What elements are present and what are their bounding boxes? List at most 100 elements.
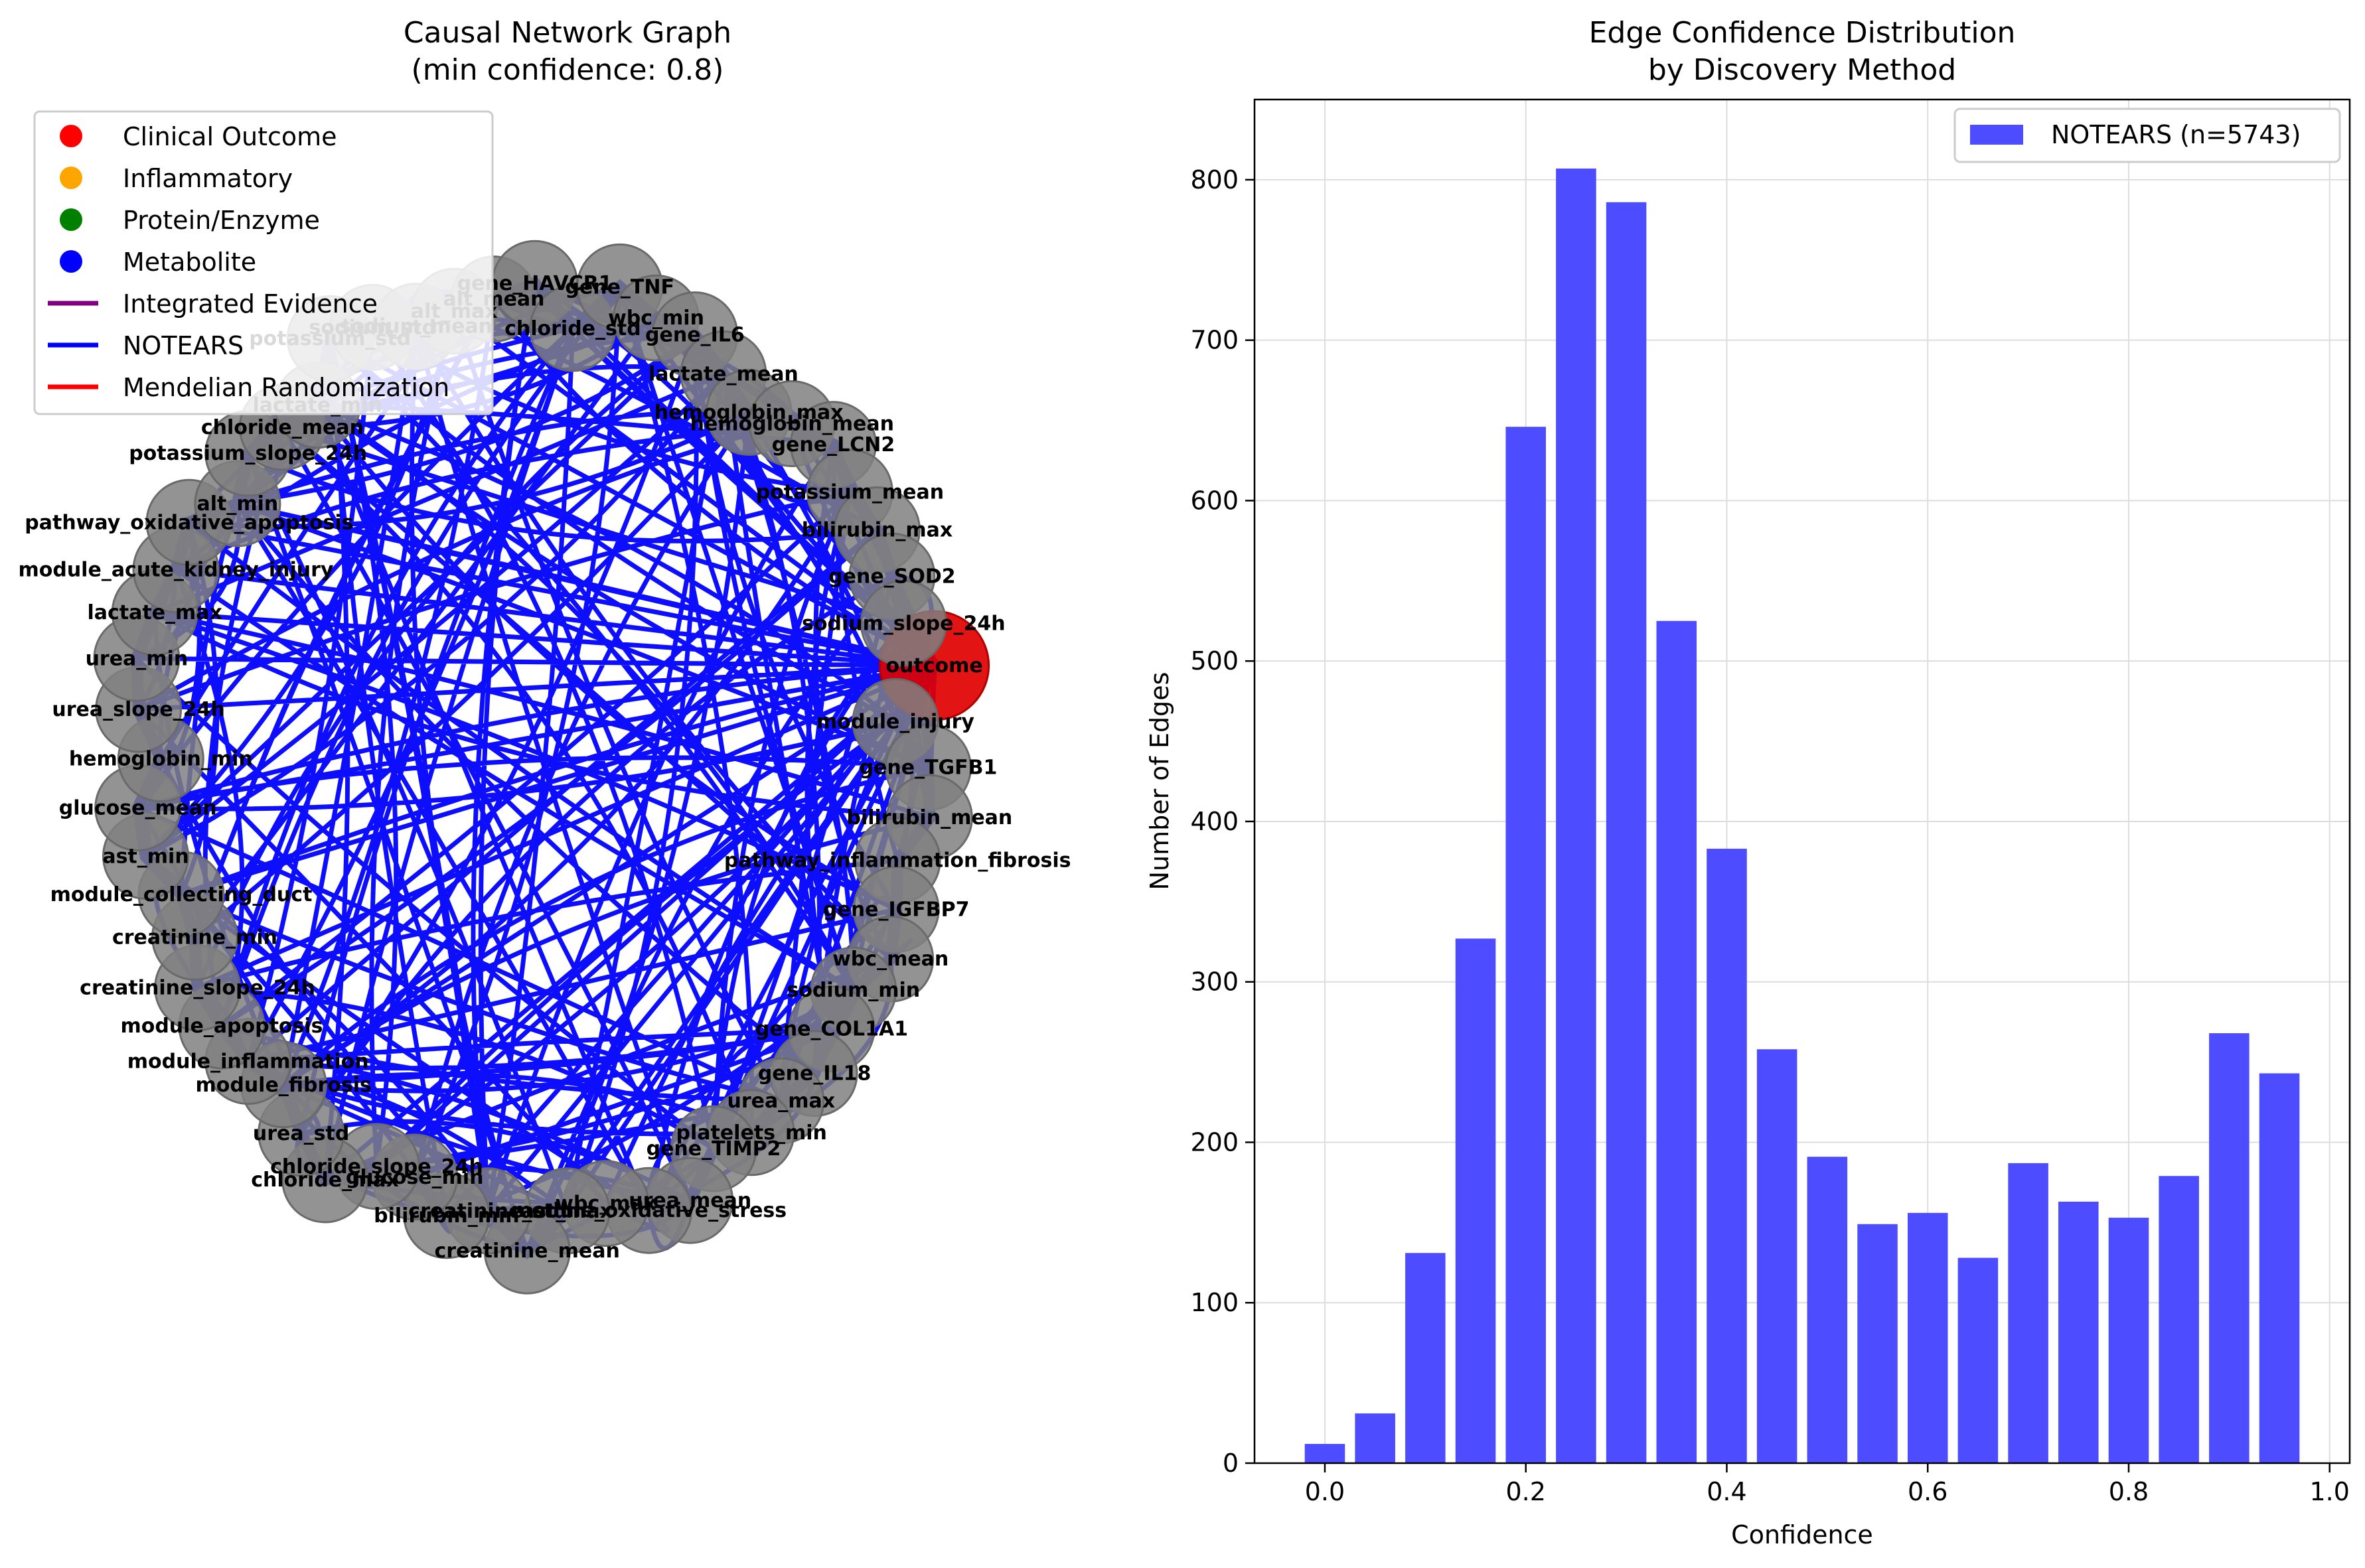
node-label: hemoglobin_min	[69, 748, 253, 771]
chart-legend-box	[1953, 107, 2341, 163]
node-label: chloride_slope_24h	[270, 1155, 483, 1178]
bar-12	[1907, 1212, 1948, 1463]
bar-3	[1455, 938, 1496, 1463]
y-tick-label: 0	[1223, 1449, 1239, 1478]
legend-label-1: Inflammatory	[123, 164, 293, 193]
network-panel: Causal Network Graph (min confidence: 0.…	[18, 16, 1071, 1295]
node-label: hemoglobin_mean	[690, 413, 894, 436]
chart-axes-frame	[1253, 98, 2351, 1464]
node-label: wbc_min	[608, 307, 704, 330]
node-label: bilirubin_mean	[846, 806, 1012, 829]
node-label: potassium_slope_24h	[129, 442, 367, 465]
node-sodium-slope-24h	[860, 579, 947, 667]
legend-marker-0	[60, 125, 82, 147]
x-tick-label: 0.0	[1305, 1477, 1345, 1506]
node-label: module_acute_kidney_injury	[18, 559, 333, 582]
node-label: lactate_mean	[648, 363, 799, 386]
chart-bars	[1304, 168, 2300, 1464]
node-label: bilirubin_min	[374, 1204, 520, 1228]
y-tick-label: 400	[1190, 807, 1239, 836]
node-label: wbc_mean	[832, 948, 949, 971]
x-tick-label: 0.8	[2109, 1477, 2149, 1506]
node-label: urea_std	[253, 1122, 349, 1145]
node-label: creatinine_std	[408, 1200, 568, 1223]
node-label: outcome	[885, 654, 982, 677]
bar-5	[1556, 168, 1596, 1463]
node-label: gene_SOD2	[828, 565, 955, 588]
node-label: alt_min	[197, 492, 279, 516]
node-label: module_inflammation	[127, 1050, 369, 1074]
bar-1	[1355, 1413, 1395, 1463]
chart-title-line2: by Discovery Method	[1648, 53, 1956, 87]
bar-18	[2209, 1033, 2250, 1463]
bar-0	[1304, 1443, 1345, 1463]
bar-17	[2159, 1176, 2199, 1463]
legend-label-0: Clinical Outcome	[123, 122, 337, 151]
node-label: glucose_mean	[59, 797, 217, 820]
chart-legend-swatch	[1970, 125, 2023, 145]
node-label: module_fibrosis	[195, 1074, 371, 1097]
node-label: gene_LCN2	[772, 433, 895, 457]
legend-label-4: Integrated Evidence	[123, 289, 378, 319]
x-tick-label: 0.4	[1707, 1477, 1746, 1506]
bar-19	[2259, 1073, 2300, 1463]
legend-label-3: Metabolite	[123, 248, 256, 277]
node-label: bilirubin_max	[802, 519, 953, 542]
node-label: urea_slope_24h	[52, 698, 224, 721]
y-tick-label: 300	[1190, 967, 1239, 997]
node-label: urea_max	[727, 1090, 835, 1113]
network-title-line1: Causal Network Graph	[404, 16, 731, 50]
chart-legend: NOTEARS (n=5743)	[1953, 107, 2341, 163]
node-label: platelets_min	[676, 1121, 826, 1145]
node-label: creatinine_mean	[435, 1240, 620, 1263]
network-legend: Clinical Outcome Inflammatory Protein/Enzy…	[33, 110, 494, 415]
node-label: module_collecting_duct	[50, 883, 313, 906]
node-label: module_oxidative_stress	[511, 1199, 787, 1222]
node-label: creatinine_min	[112, 926, 277, 949]
node-label: ast_min	[102, 845, 189, 868]
node-label: gene_TGFB1	[860, 756, 998, 780]
bar-14	[2008, 1163, 2048, 1463]
y-tick-label: 700	[1190, 326, 1239, 355]
network-legend-box	[33, 110, 494, 415]
legend-label-2: Protein/Enzyme	[123, 206, 320, 235]
node-label: gene_IL18	[758, 1062, 872, 1086]
node-label: chloride_mean	[201, 416, 364, 439]
chart-y-ticks: 0 100 200 300 400 500 600 700 800	[1190, 165, 1255, 1478]
legend-label-6: Mendelian Randomization	[123, 373, 449, 402]
legend-marker-2	[60, 208, 82, 231]
bar-9	[1756, 1049, 1797, 1463]
node-label: module_injury	[816, 710, 974, 733]
bar-7	[1656, 620, 1697, 1463]
node-label: pathway_oxidative_apoptosis	[25, 511, 353, 534]
node-label: module_apoptosis	[120, 1015, 323, 1038]
node-label: gene_COL1A1	[755, 1018, 908, 1041]
node-label: glucose_min	[346, 1166, 484, 1189]
bar-8	[1707, 849, 1747, 1463]
chart-legend-label: NOTEARS (n=5743)	[2051, 120, 2301, 149]
y-tick-label: 100	[1190, 1288, 1239, 1317]
y-tick-label: 600	[1190, 486, 1239, 515]
bar-2	[1405, 1253, 1446, 1463]
network-labels: outcome module_injury gene_TGFB1 bilirubin_…	[18, 272, 1071, 1263]
node-label: gene_TNF	[565, 275, 674, 299]
node-label: chloride_max	[251, 1169, 399, 1192]
network-title-line2: (min confidence: 0.8)	[412, 53, 724, 87]
y-axis-label: Number of Edges	[1145, 672, 1174, 891]
x-tick-label: 0.2	[1505, 1477, 1545, 1506]
node-label: lactate_max	[87, 601, 222, 624]
bar-15	[2058, 1201, 2099, 1463]
x-tick-label: 1.0	[2310, 1477, 2350, 1506]
bar-10	[1807, 1157, 1848, 1463]
chart-title-line1: Edge Confidence Distribution	[1589, 16, 2016, 50]
node-label: chloride_std	[504, 317, 641, 340]
node-label: ast_max	[521, 1200, 613, 1223]
histogram-panel: Edge Confidence Distribution by Discover…	[1145, 16, 2351, 1549]
node-label: pathway_inflammation_fibrosis	[724, 849, 1071, 873]
y-tick-label: 200	[1190, 1127, 1239, 1157]
y-tick-label: 500	[1190, 646, 1239, 676]
node-label: potassium_mean	[756, 481, 945, 504]
y-tick-label: 800	[1190, 165, 1239, 194]
